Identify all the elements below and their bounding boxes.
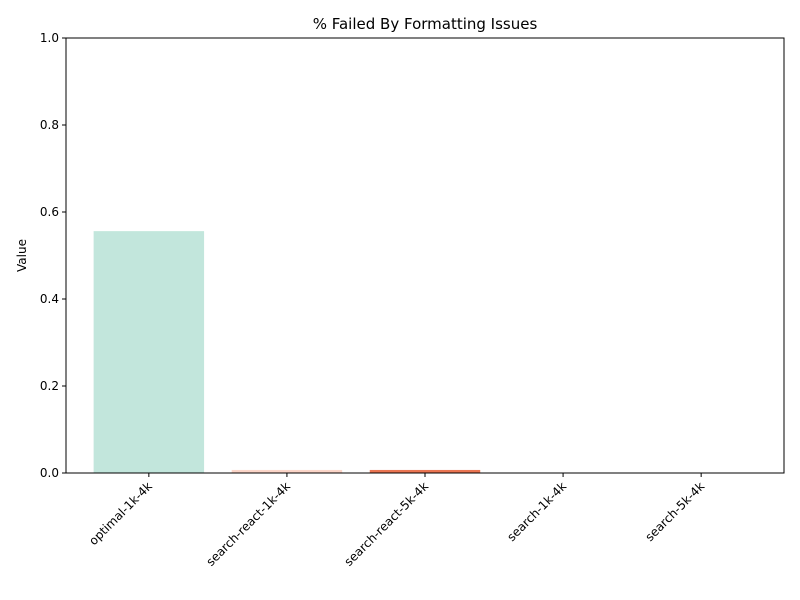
y-tick-label: 0.0 xyxy=(40,466,59,480)
y-axis-label: Value xyxy=(15,239,29,272)
plot-frame xyxy=(65,37,785,474)
y-tick-label: 0.6 xyxy=(40,205,59,219)
bars-group xyxy=(93,231,481,473)
x-tick-label: optimal-1k-4k xyxy=(86,479,155,548)
y-tick-label: 0.4 xyxy=(40,292,59,306)
bar-search-react-5k-4k xyxy=(369,469,481,473)
x-axis-ticks: optimal-1k-4k search-react-1k-4k search-re… xyxy=(86,473,707,569)
y-axis-ticks: 0.0 0.2 0.4 0.6 0.8 1.0 xyxy=(40,31,66,480)
x-tick-label: search-1k-4k xyxy=(504,479,569,544)
y-tick-label: 0.2 xyxy=(40,379,59,393)
chart-title: % Failed By Formatting Issues xyxy=(313,15,538,33)
x-tick-label: search-react-5k-4k xyxy=(342,479,432,569)
y-tick-label: 0.8 xyxy=(40,118,59,132)
x-tick-label: search-react-1k-4k xyxy=(203,479,293,569)
x-tick-label: search-5k-4k xyxy=(642,479,707,544)
bar-optimal-1k-4k xyxy=(93,231,205,473)
bar-search-react-1k-4k xyxy=(231,469,343,473)
y-tick-label: 1.0 xyxy=(40,31,59,45)
